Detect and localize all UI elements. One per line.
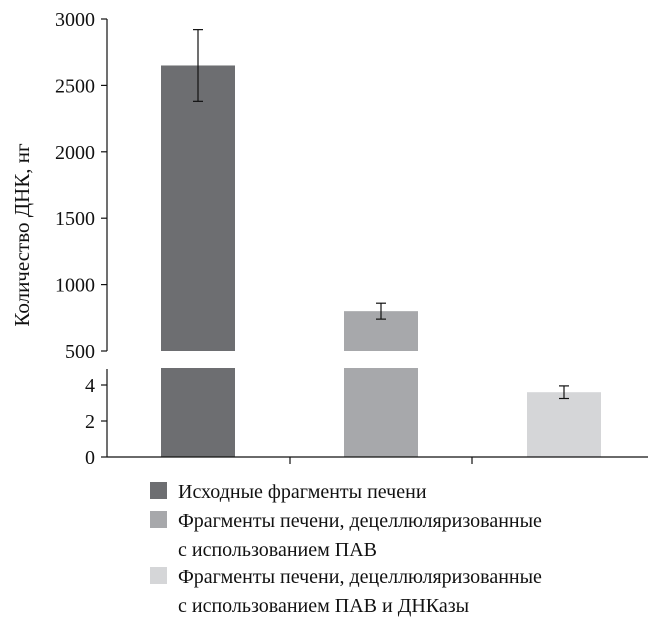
legend-swatch-3 bbox=[150, 567, 167, 584]
bar-1-lower-segment bbox=[161, 368, 235, 457]
legend-label-2-line-2: с использованием ПАВ bbox=[178, 539, 377, 561]
y-tick-label-lower-4: 4 bbox=[85, 375, 95, 397]
y-tick-label-500: 500 bbox=[65, 341, 95, 363]
bar-1-upper-segment bbox=[161, 65, 235, 351]
legend-swatch-1 bbox=[150, 482, 167, 499]
legend-swatch-2 bbox=[150, 511, 167, 528]
legend-label-3-line-2: с использованием ПАВ и ДНКазы bbox=[178, 595, 469, 617]
bar-3 bbox=[527, 392, 601, 457]
legend-label-3-line-1: Фрагменты печени, децеллюляризованные bbox=[178, 566, 542, 588]
legend-label-1-line-1: Исходные фрагменты печени bbox=[178, 481, 427, 503]
y-tick-label-1000: 1000 bbox=[55, 275, 95, 297]
y-tick-label-lower-0: 0 bbox=[85, 447, 95, 469]
y-tick-label-lower-2: 2 bbox=[85, 411, 95, 433]
y-axis-title: Количество ДНК, нг bbox=[10, 143, 34, 327]
y-tick-label-1500: 1500 bbox=[55, 208, 95, 230]
y-tick-label-3000: 3000 bbox=[55, 9, 95, 31]
y-tick-label-2000: 2000 bbox=[55, 142, 95, 164]
legend-label-2-line-1: Фрагменты печени, децеллюляризованные bbox=[178, 510, 542, 532]
bar-2-lower-segment bbox=[344, 368, 418, 457]
y-tick-label-2500: 2500 bbox=[55, 75, 95, 97]
